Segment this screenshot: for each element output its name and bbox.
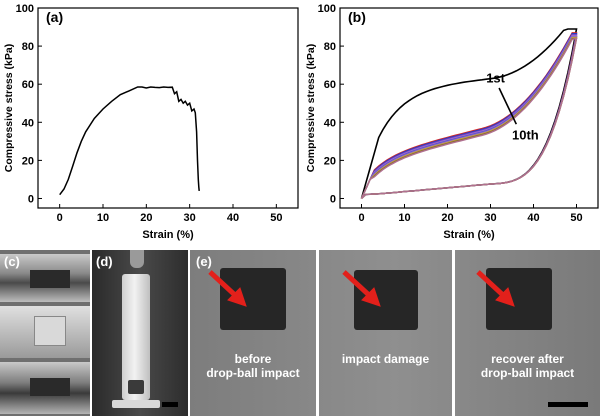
chart-b-cycle-4-loop [360,34,578,200]
panel-label-b: (b) [348,9,366,25]
photo-c-sample-top [30,270,70,288]
chart-a: (a) 0 10 20 30 40 50 0 20 40 60 80 100 Strain (%) Com… [3,3,299,241]
caption-before-line-2: drop-ball impact [206,366,300,380]
chart-b-y-tick-label: 40 [324,117,336,129]
photo-e-scale-bar [548,402,588,407]
chart-a-frame [37,7,299,209]
red-arrow-icon [208,270,247,307]
chart-b-cycle-8-loop [360,36,578,200]
chart-b-x-tick-label: 30 [484,212,496,224]
chart-b-annotation-10th: 10th [512,127,539,142]
chart-b-y-axis-label: Compressive stress (kPa) [305,44,317,172]
chart-b-x-tick-label: 50 [570,212,582,224]
chart-b-x-tick-label: 40 [527,212,539,224]
photo-d-sample [128,380,144,394]
chart-a-y-tick-label: 20 [22,155,34,167]
chart-b-cycle-7-loop [360,35,578,200]
chart-b-x-tick-label: 20 [441,212,453,224]
chart-b-y-tick-label: 60 [324,79,336,91]
chart-a-x-tick-label: 20 [140,212,152,224]
chart-b-cycle-1-loop [360,28,578,200]
chart-a-x-tick-label: 0 [57,212,63,224]
caption-impact-damage: impact damage [319,352,452,366]
chart-b-frame [339,7,599,209]
caption-recover-line-2: drop-ball impact [480,366,575,380]
photo-d-dropper [130,250,144,268]
chart-a-series-line [59,86,200,196]
photo-e-divider-1 [316,250,319,416]
photo-c-label: (c) [4,254,20,269]
chart-b-y-tick-label: 0 [330,193,336,205]
chart-b-cycle-10-loop [360,37,578,200]
photo-c-sample-mid [34,316,66,346]
chart-a-x-axis-label: Strain (%) [142,229,194,241]
chart-b-x-tick-label: 10 [398,212,410,224]
chart-b-x-tick-label: 0 [358,212,364,224]
chart-b-annotation-1st: 1st [486,70,505,85]
photo-d-scale-bar [162,402,178,407]
chart-a-x-tick-label: 50 [270,212,282,224]
caption-before-line-1: before [234,352,272,366]
caption-recover-line-1: recover after [491,352,564,366]
chart-a-y-tick-label: 0 [28,193,34,205]
chart-a-y-tick-label: 60 [22,79,34,91]
chart-b-annotation-pointer [498,87,518,125]
chart-a-x-tick-label: 10 [97,212,109,224]
chart-a-y-tick-label: 80 [22,41,34,53]
photo-e-divider-2 [452,250,455,416]
chart-b-cycle-3-loop [360,33,578,200]
chart-a-y-tick-label: 100 [16,3,34,15]
photo-c-compression-test: (c) [0,250,90,416]
photo-e-impact-sequence: before drop-ball impact impact damage re… [190,250,600,416]
chart-a-y-axis-label: Compressive stress (kPa) [3,44,15,172]
red-arrow-icon [342,270,381,307]
chart-b-y-tick-label: 20 [324,155,336,167]
chart-b-cycle-2-loop [360,32,578,200]
chart-a-x-tick-label: 40 [227,212,239,224]
chart-b-cycle-6-loop [360,35,578,200]
chart-b-cycle-9-loop [360,37,578,200]
caption-recover: recover after drop-ball impact [455,352,600,380]
chart-b-y-tick-label: 80 [324,41,336,53]
photo-d-cylinder-body [122,274,150,400]
chart-b-x-axis-label: Strain (%) [443,229,495,241]
photo-e-arrows [208,270,515,307]
chart-b-cycle-5-loop [360,34,578,200]
chart-a-x-tick-label: 30 [184,212,196,224]
photo-e-label: (e) [196,254,212,269]
photo-d-cylinder: (d) [92,250,188,416]
photo-d-label: (d) [96,254,113,269]
photo-c-sample-bottom [30,378,70,396]
chart-b: (b) 0 10 20 30 40 50 0 20 40 60 80 100 Strain (%) Com… [305,3,599,241]
photo-d-base [112,400,160,408]
caption-before: before drop-ball impact [190,352,316,380]
chart-b-y-tick-label: 100 [318,3,336,15]
chart-a-y-tick-label: 40 [22,117,34,129]
caption-impact-line-1: impact damage [341,352,430,366]
red-arrow-icon [476,270,515,307]
panel-label-a: (a) [46,9,63,25]
